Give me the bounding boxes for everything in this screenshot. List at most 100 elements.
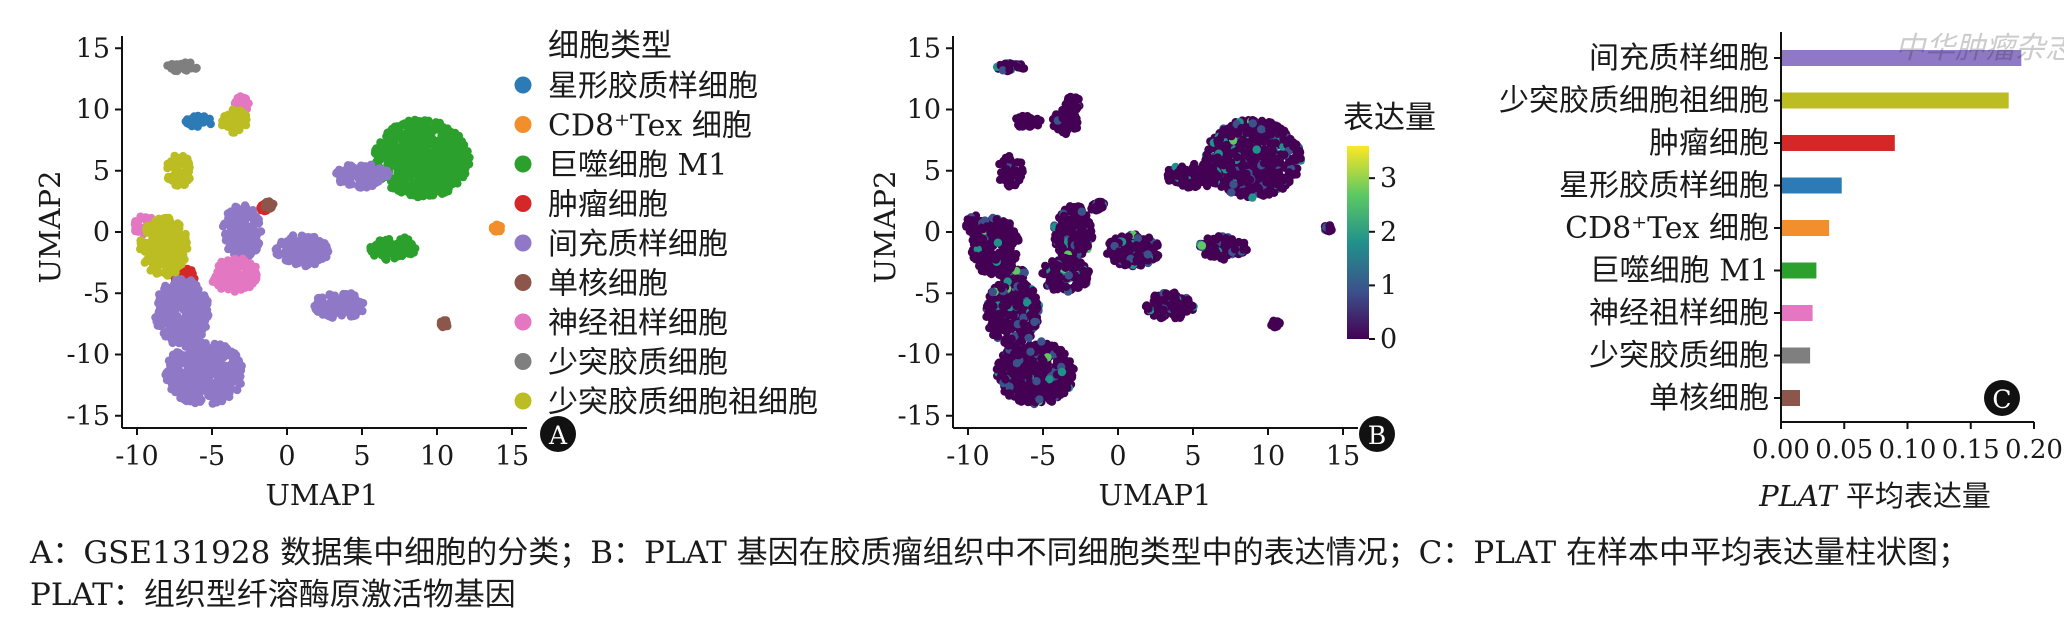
cell-point bbox=[244, 239, 253, 248]
legend-label: 星形胶质样细胞 bbox=[548, 69, 758, 104]
cell-point bbox=[233, 203, 242, 212]
cell-point bbox=[1143, 241, 1152, 250]
cell-point bbox=[218, 373, 227, 382]
cell-point bbox=[218, 121, 227, 130]
cell-point bbox=[1067, 222, 1077, 231]
cell-point bbox=[193, 297, 202, 306]
cell-point bbox=[354, 181, 363, 191]
cell-point bbox=[437, 189, 447, 198]
cell-point bbox=[183, 154, 192, 163]
cell-point bbox=[1210, 252, 1219, 261]
cell-point bbox=[195, 321, 204, 331]
legend-swatch bbox=[514, 76, 532, 94]
cell-point bbox=[1188, 163, 1198, 172]
cell-point bbox=[333, 305, 342, 314]
cell-point bbox=[185, 324, 194, 334]
cell-point bbox=[356, 161, 366, 170]
cell-point bbox=[1213, 139, 1223, 148]
cell-point bbox=[246, 227, 255, 236]
cell-point bbox=[993, 331, 1003, 341]
cell-point bbox=[360, 169, 369, 178]
cell-point bbox=[227, 279, 236, 288]
cell-point bbox=[1295, 147, 1304, 156]
cell-point bbox=[1174, 299, 1183, 309]
cell-point bbox=[216, 367, 225, 376]
cell-point bbox=[1240, 190, 1250, 199]
cell-point bbox=[382, 137, 391, 146]
legend-swatch bbox=[514, 274, 532, 291]
cell-point bbox=[1025, 355, 1034, 364]
x-tick-label: 5 bbox=[353, 441, 370, 472]
x-tick-label: -10 bbox=[115, 441, 158, 472]
cell-point bbox=[1080, 218, 1089, 227]
cell-point bbox=[1219, 130, 1229, 139]
cell-point bbox=[1013, 63, 1023, 72]
cell-point bbox=[203, 367, 213, 376]
cell-point bbox=[207, 353, 217, 362]
cell-point bbox=[1257, 125, 1266, 134]
cell-point bbox=[136, 239, 145, 248]
cell-point bbox=[1220, 236, 1230, 245]
cell-point bbox=[159, 221, 168, 231]
cell-point bbox=[212, 391, 221, 401]
cell-point bbox=[1048, 257, 1057, 266]
cell-point bbox=[962, 222, 971, 231]
cell-point bbox=[241, 120, 251, 130]
cell-point bbox=[400, 167, 409, 176]
cell-point bbox=[1272, 179, 1282, 189]
cell-point bbox=[403, 187, 413, 197]
cell-point bbox=[230, 239, 239, 248]
cell-point bbox=[252, 274, 261, 283]
series-3-points bbox=[366, 115, 474, 264]
legend-swatch bbox=[514, 116, 532, 133]
cell-point bbox=[989, 302, 998, 311]
cell-point bbox=[181, 243, 191, 252]
cell-point bbox=[1014, 368, 1023, 377]
cell-point bbox=[445, 181, 454, 190]
x-tick-label: 10 bbox=[420, 441, 454, 472]
cell-point bbox=[423, 167, 433, 177]
cell-point bbox=[165, 372, 174, 382]
cell-point bbox=[323, 305, 332, 314]
cell-point bbox=[1016, 282, 1026, 291]
legend-label: CD8⁺Tex 细胞 bbox=[548, 109, 752, 144]
cell-point bbox=[199, 385, 208, 394]
cell-point bbox=[1007, 334, 1016, 343]
cell-point bbox=[1030, 317, 1039, 327]
cell-point bbox=[1067, 371, 1077, 380]
cell-point bbox=[1236, 138, 1246, 147]
cell-point bbox=[1024, 372, 1033, 381]
cell-point bbox=[1227, 165, 1237, 175]
legend-label: 巨噬细胞 M1 bbox=[548, 148, 727, 183]
cell-point bbox=[453, 141, 463, 151]
cell-point bbox=[399, 133, 408, 142]
cell-point bbox=[189, 369, 199, 379]
cell-point bbox=[351, 303, 360, 312]
cell-point bbox=[1271, 168, 1280, 178]
cell-point bbox=[166, 268, 175, 277]
panel-a-badge: A bbox=[540, 416, 576, 452]
y-tick-label: -10 bbox=[67, 340, 110, 371]
cell-point bbox=[1197, 241, 1207, 250]
cell-point bbox=[440, 150, 449, 160]
cell-point bbox=[409, 165, 419, 174]
cell-point bbox=[377, 251, 387, 260]
cell-point bbox=[226, 376, 235, 385]
cell-point bbox=[1257, 152, 1267, 161]
cell-point bbox=[1271, 139, 1281, 148]
cell-point bbox=[997, 321, 1007, 330]
cell-point bbox=[1272, 321, 1282, 330]
panel-a-points bbox=[130, 58, 505, 408]
cell-point bbox=[1213, 153, 1222, 162]
cell-point bbox=[1144, 304, 1153, 313]
cell-point bbox=[1290, 169, 1300, 179]
cell-point bbox=[1288, 138, 1298, 148]
cell-point bbox=[443, 136, 452, 145]
cell-point bbox=[367, 245, 376, 255]
cell-point bbox=[1073, 234, 1082, 243]
cell-point bbox=[283, 256, 292, 265]
cell-point bbox=[171, 349, 180, 359]
cell-point bbox=[1055, 261, 1064, 271]
cell-point bbox=[438, 182, 447, 191]
cell-point bbox=[1013, 349, 1022, 358]
